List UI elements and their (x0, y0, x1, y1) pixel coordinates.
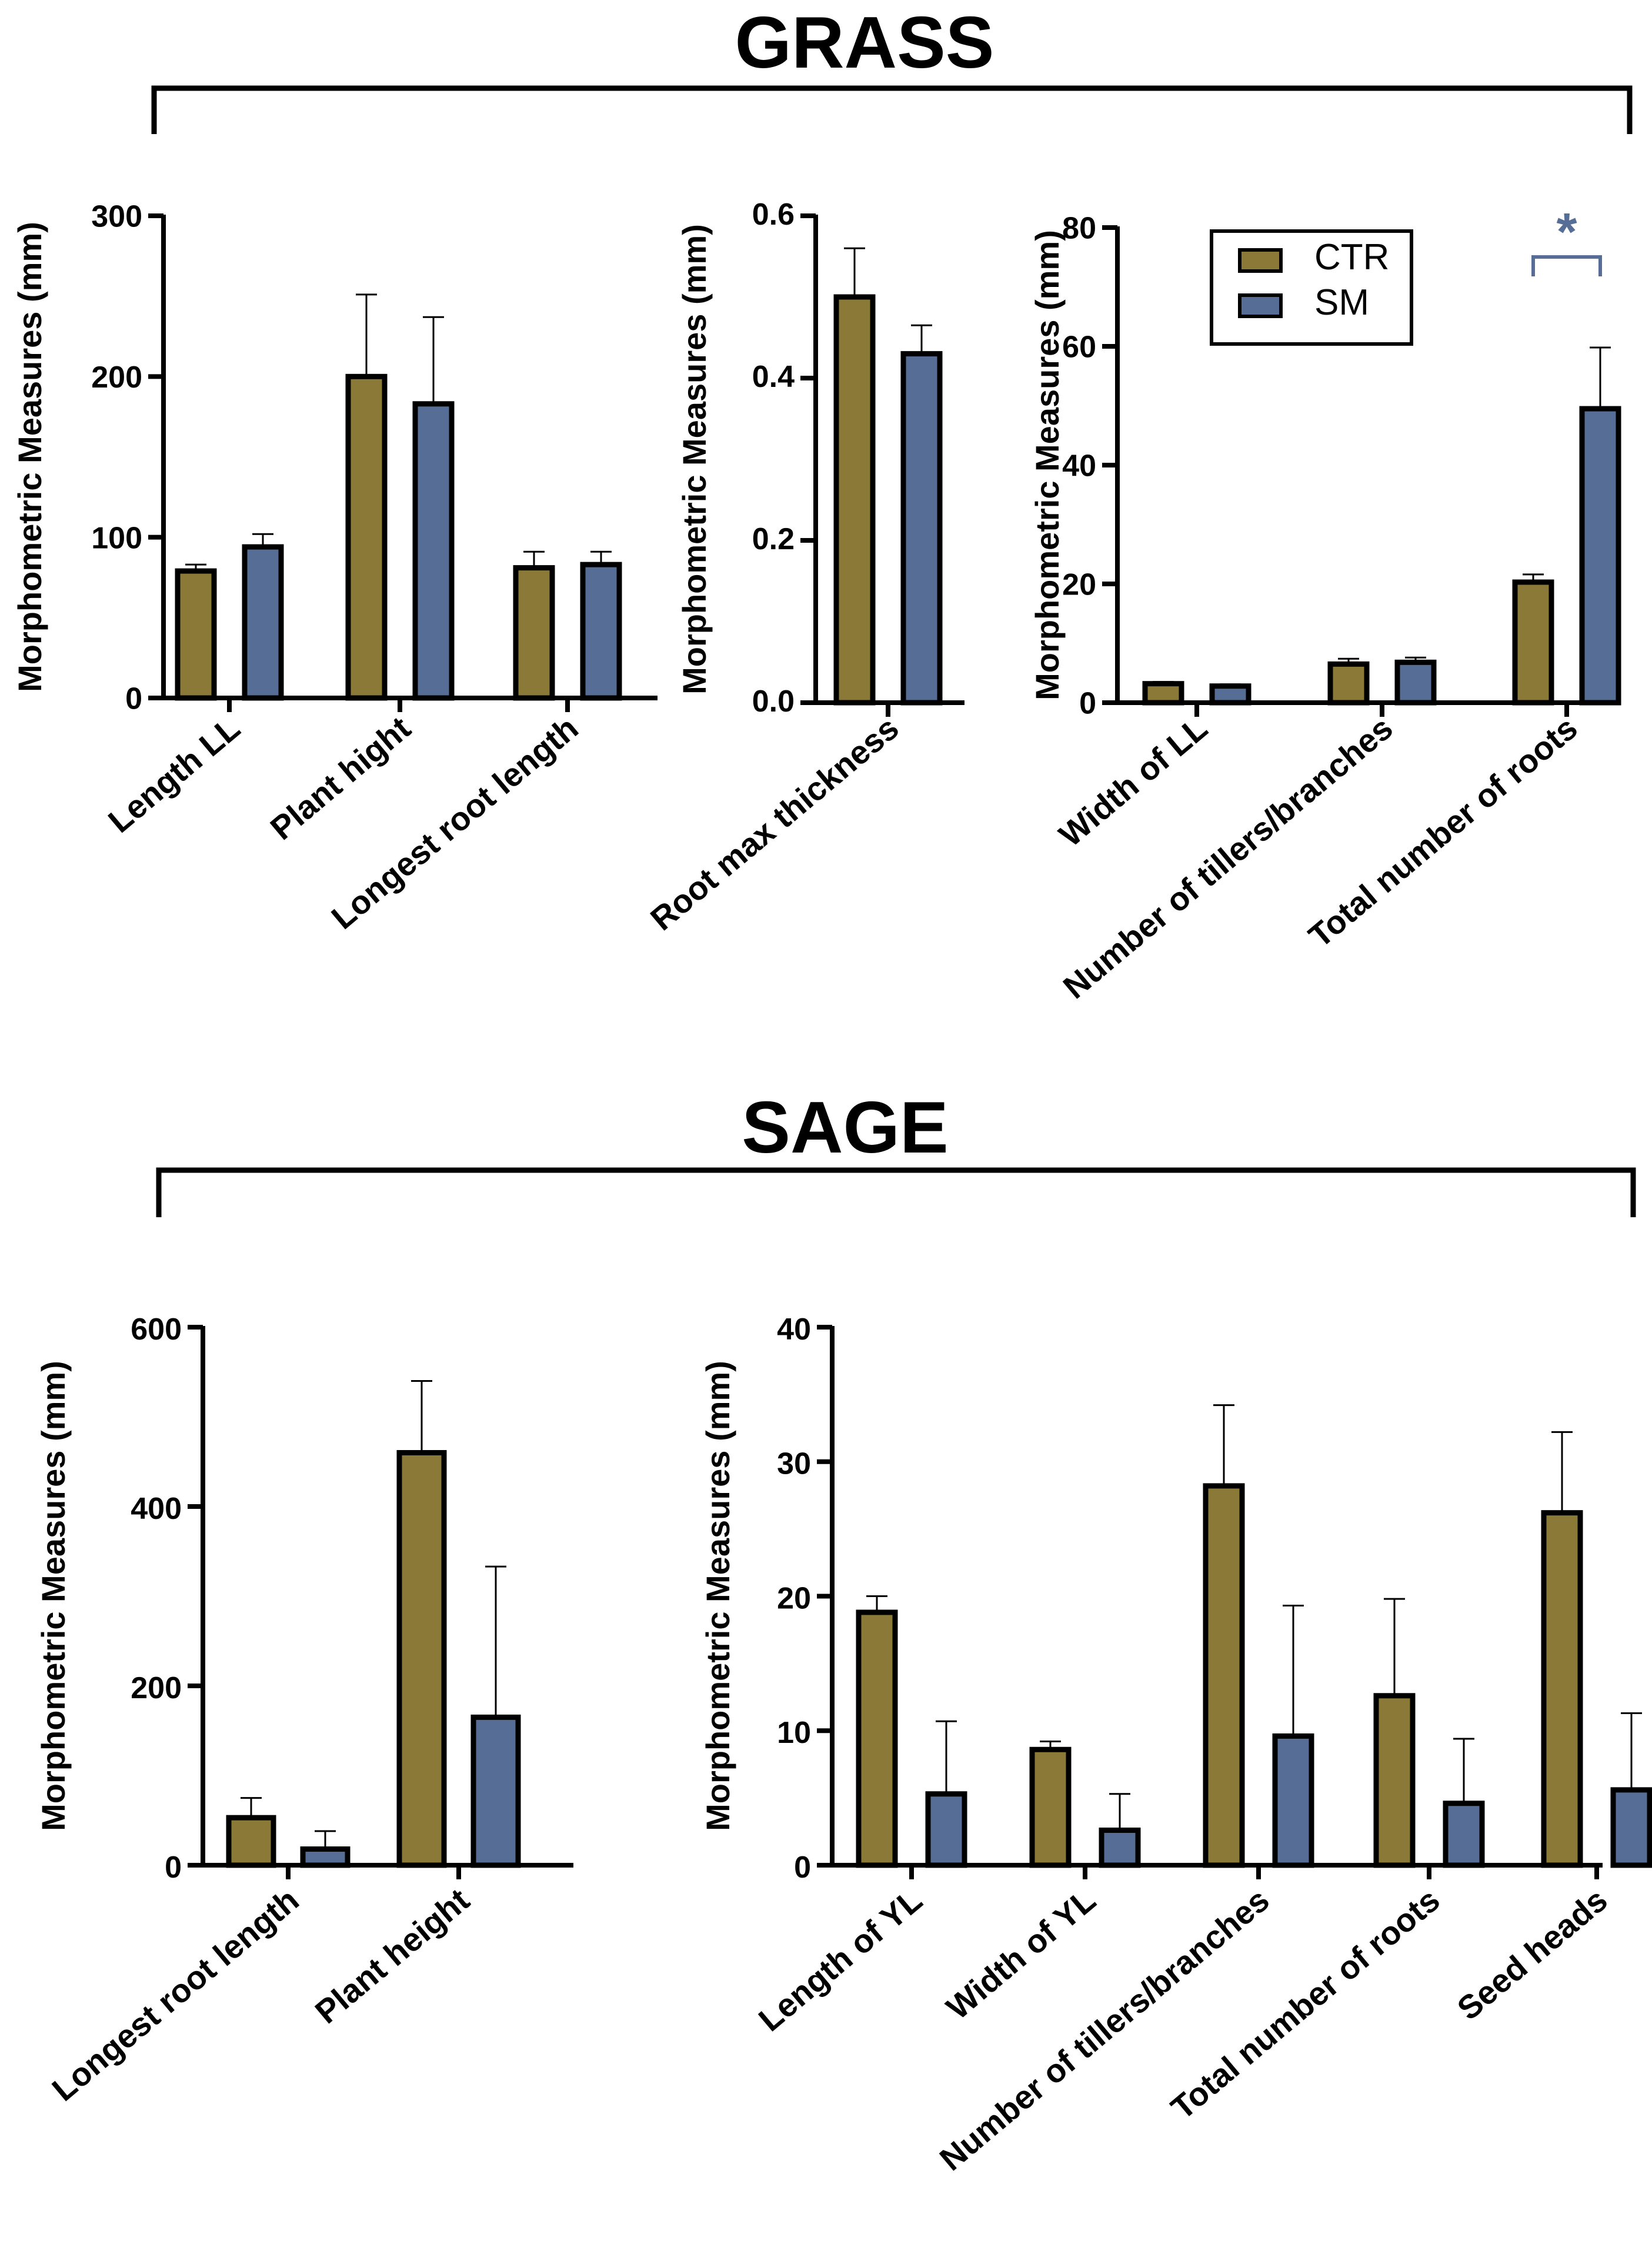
chart-sage-a: 0 200 400 600 Morphometric Measures (mm) Long… (35, 1312, 573, 2108)
y-tick-label: 200 (131, 1671, 182, 1705)
y-axis-title: Morphometric Measures (mm) (11, 222, 48, 692)
x-tick-label: Number of tillers/branches (1056, 709, 1400, 1006)
bar-sm (580, 562, 622, 701)
y-tick-label: 100 (91, 521, 142, 555)
bar-ctr (833, 294, 876, 706)
bar-ctr (1541, 1510, 1583, 1868)
bar-ctr (513, 565, 555, 701)
y-tick-label: 0 (1079, 687, 1096, 721)
y-axis-title: Morphometric Measures (mm) (35, 1361, 72, 1831)
bar-sm (900, 351, 943, 706)
y-tick-label: 0 (165, 1851, 182, 1885)
sage-bracket (156, 1167, 1636, 1217)
bar-ctr (1512, 579, 1554, 706)
bar-sm (1099, 1828, 1141, 1868)
y-tick-label: 0.4 (752, 360, 795, 394)
x-tick-label: Total number of roots (1164, 1881, 1447, 2127)
grass-bracket (151, 85, 1633, 134)
y-axis-title: Morphometric Measures (mm) (1029, 230, 1066, 700)
significance-bracket (1531, 255, 1602, 276)
y-axis-title: Morphometric Measures (mm) (699, 1361, 736, 1831)
chart-grass-b: 0.0 0.2 0.4 0.6 Morphometric Measures (mm) Ro… (643, 198, 964, 937)
bar-sm (470, 1714, 521, 1868)
bar-sm (1394, 659, 1437, 706)
chart-sage-b: 0 10 20 30 40 Morphometric Measures (mm) Lengt… (699, 1312, 1652, 2177)
x-tick-label: Plant height (308, 1881, 476, 2030)
y-tick-label: 400 (131, 1492, 182, 1526)
bar-sm (412, 401, 455, 701)
y-tick-label: 60 (1062, 330, 1096, 365)
bar-sm (242, 544, 284, 701)
bar-sm (1610, 1787, 1652, 1868)
legend-label: CTR (1314, 237, 1389, 278)
y-tick-label: 40 (1062, 449, 1096, 483)
bar-ctr (1029, 1746, 1072, 1868)
bar-sm (1209, 683, 1251, 706)
y-tick-label: 600 (131, 1312, 182, 1347)
x-tick-label: Longest root length (45, 1881, 305, 2108)
x-tick-label: Root max thickness (643, 709, 906, 937)
legend-swatch-sm (1238, 293, 1283, 318)
chart-grass-a: 0 100 200 300 Morphometric Measures (mm) Leng… (11, 200, 658, 936)
x-tick-label: Number of tillers/branches (933, 1881, 1276, 2177)
bar-ctr (226, 1815, 276, 1868)
y-tick-label: 300 (91, 200, 142, 234)
bar-ctr (1142, 681, 1184, 706)
bar-sm (300, 1846, 351, 1868)
y-tick-label: 80 (1062, 212, 1096, 246)
x-tick-label: Width of LL (1052, 709, 1214, 854)
grass-title: GRASS (735, 2, 994, 83)
bar-ctr (396, 1450, 447, 1868)
y-tick-label: 0.0 (752, 684, 795, 719)
bar-ctr (1373, 1693, 1416, 1868)
y-tick-label: 20 (1062, 568, 1096, 602)
x-tick-label: Plant hight (263, 709, 418, 847)
y-tick-label: 0 (125, 682, 142, 716)
y-tick-label: 0 (794, 1851, 811, 1885)
bar-sm (1272, 1733, 1314, 1868)
bar-ctr (1203, 1483, 1245, 1868)
bar-ctr (1327, 661, 1370, 706)
legend-swatch-ctr (1238, 248, 1283, 273)
bar-sm (925, 1791, 967, 1868)
y-tick-label: 0.2 (752, 522, 795, 556)
bar-sm (1443, 1801, 1485, 1868)
y-tick-label: 10 (777, 1716, 811, 1750)
sage-title: SAGE (742, 1087, 948, 1168)
y-tick-label: 200 (91, 360, 142, 395)
y-tick-label: 40 (777, 1312, 811, 1347)
legend-label: SM (1314, 282, 1369, 323)
x-tick-label: Length LL (101, 709, 247, 840)
bar-sm (1579, 406, 1621, 706)
y-tick-label: 0.6 (752, 198, 795, 232)
x-tick-label: Seed heads (1450, 1881, 1614, 2027)
bar-ctr (175, 568, 217, 701)
bar-ctr (856, 1609, 898, 1868)
y-axis-title: Morphometric Measures (mm) (676, 224, 713, 694)
x-tick-label: Width of YL (939, 1881, 1103, 2026)
y-tick-label: 20 (777, 1581, 811, 1615)
y-tick-label: 30 (777, 1447, 811, 1481)
bar-ctr (345, 373, 388, 701)
x-tick-label: Length of YL (752, 1881, 929, 2039)
significance-asterisk: * (1556, 203, 1577, 262)
